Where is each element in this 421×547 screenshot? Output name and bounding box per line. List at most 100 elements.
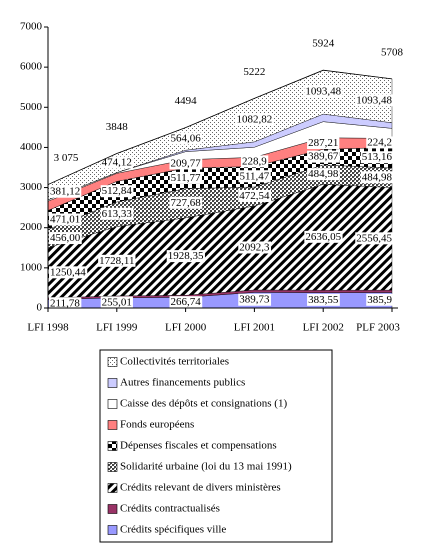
y-tick-label: 7000 [20, 21, 43, 33]
value-label-bg [100, 185, 134, 198]
value-label: 266,74 [170, 296, 201, 308]
legend-box [99, 349, 333, 543]
value-label: 1728,11 [99, 255, 134, 267]
value-label: 472,54 [239, 190, 270, 202]
legend-label: Solidarité urbaine (loi du 13 mai 1991) [120, 461, 292, 473]
value-label: 2092,3 [239, 241, 270, 253]
value-label: 1082,82 [237, 114, 273, 126]
value-label-bg [100, 156, 133, 169]
legend-label: Fonds européens [120, 419, 194, 431]
value-label: 613,33 [102, 208, 133, 220]
value-label: 511,77 [171, 172, 201, 184]
legend-swatch [107, 420, 118, 430]
value-label-bg [169, 132, 203, 145]
value-label-bg [169, 171, 203, 184]
total-label: 3848 [106, 121, 129, 133]
value-label-bg [100, 296, 133, 309]
value-label-bg [238, 190, 272, 203]
value-label: 511,47 [239, 170, 269, 182]
value-label: 484,98 [362, 171, 393, 183]
y-tick-label: 3000 [20, 181, 43, 193]
legend-label: Autres financements publics [120, 377, 245, 389]
y-tick-label: 0 [37, 302, 43, 314]
value-label: 471,01 [50, 213, 80, 225]
value-label: 211,78 [50, 297, 80, 309]
x-tick-label: LFI 1998 [27, 322, 69, 334]
legend-swatch [107, 462, 118, 472]
legend-label: Caisse des dépôts et consignations (1) [120, 398, 287, 410]
value-label-bg [49, 213, 82, 226]
value-label-bg [366, 136, 393, 149]
total-line [47, 69, 393, 185]
x-tick-label: LFI 1999 [96, 322, 138, 334]
value-label-bg [166, 250, 205, 263]
value-label-bg [235, 113, 274, 126]
value-label: 727,68 [170, 197, 201, 209]
value-label: 1928,35 [168, 250, 204, 262]
value-label: 389,67 [308, 151, 339, 163]
x-tick-label: LFI 2000 [165, 322, 207, 334]
value-label-bg [98, 254, 136, 267]
value-label-bg [304, 85, 343, 98]
legend-swatch [107, 504, 118, 514]
value-label-bg [307, 150, 340, 163]
value-label-bg [49, 232, 82, 245]
legend-label: Dépenses fiscales et compensations [120, 440, 277, 452]
legend: Collectivités territoriales Autres financ… [107, 356, 292, 536]
value-label: 228,9 [242, 155, 267, 167]
value-label: 564,06 [170, 132, 201, 144]
value-label-bg [366, 293, 394, 306]
total-label: 3 075 [54, 152, 79, 164]
value-label-bg [49, 297, 82, 310]
value-label-bg [49, 185, 82, 198]
legend-label: Crédits spécifiques ville [120, 524, 226, 536]
y-tick-label: 6000 [20, 61, 43, 73]
value-label: 287,21 [308, 137, 338, 149]
value-label: 456,00 [50, 232, 81, 244]
legend-swatch [107, 399, 118, 409]
value-label-bg [307, 137, 340, 150]
legend-swatch [107, 441, 118, 451]
value-label: 1093,48 [356, 94, 392, 106]
value-label-bg [169, 196, 203, 209]
total-label: 5222 [243, 66, 265, 78]
value-label-bg [360, 151, 394, 164]
value-label-bg [241, 155, 269, 168]
value-label-bg [100, 207, 134, 220]
value-label: 224,2 [367, 136, 392, 148]
value-label: 383,55 [308, 294, 339, 306]
y-tick-label: 5000 [20, 101, 43, 113]
legend-label: Crédits relevant de divers ministères [120, 482, 281, 494]
total-label: 5924 [312, 38, 335, 50]
legend-swatch [107, 483, 118, 493]
legend-label: Crédits contractualisés [120, 503, 220, 515]
y-tick-label: 1000 [20, 261, 43, 273]
value-label: 513,16 [362, 151, 393, 163]
value-label: 2636,05 [305, 231, 341, 243]
value-label: 381,12 [50, 186, 80, 198]
y-tick-label: 4000 [20, 141, 43, 153]
x-tick-label: LFI 2001 [234, 322, 275, 334]
value-label: 1250,44 [50, 266, 86, 278]
value-label-bg [307, 168, 340, 181]
value-label-bg [360, 171, 394, 184]
value-label-bg [238, 170, 271, 183]
legend-swatch [107, 378, 118, 388]
x-tick-label: LFI 2002 [303, 322, 344, 334]
value-label: 389,73 [239, 294, 270, 306]
value-label: 2556,45 [356, 232, 392, 244]
value-label-bg [169, 296, 203, 309]
value-label-bg [307, 293, 340, 306]
value-label-bg [49, 266, 88, 279]
x-tick-label: PLF 2003 [356, 322, 400, 334]
value-label: 255,01 [102, 296, 132, 308]
legend-swatch [107, 357, 118, 367]
legend-label: Collectivités territoriales [120, 356, 229, 368]
value-label-bg [169, 157, 203, 170]
legend-swatch [107, 525, 118, 535]
value-label: 474,12 [102, 157, 132, 169]
value-label-bg [304, 230, 343, 243]
total-label: 4494 [175, 95, 198, 107]
value-label-bg [238, 293, 272, 306]
